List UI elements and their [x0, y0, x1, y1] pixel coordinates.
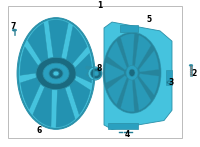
Ellipse shape — [88, 67, 102, 80]
Polygon shape — [139, 74, 159, 95]
Text: 4: 4 — [124, 130, 130, 139]
Ellipse shape — [49, 68, 63, 79]
Text: 2: 2 — [191, 69, 197, 78]
Polygon shape — [108, 41, 127, 70]
Ellipse shape — [126, 65, 138, 80]
Text: 3: 3 — [168, 78, 174, 87]
Bar — [120, 25, 138, 32]
Ellipse shape — [43, 63, 69, 84]
Polygon shape — [135, 35, 151, 68]
Text: 1: 1 — [97, 1, 103, 10]
Ellipse shape — [36, 57, 76, 90]
Bar — [8, 6, 182, 138]
Polygon shape — [108, 76, 127, 105]
Polygon shape — [121, 78, 134, 112]
Polygon shape — [73, 53, 92, 83]
Polygon shape — [28, 23, 48, 65]
Polygon shape — [104, 22, 172, 129]
Ellipse shape — [189, 65, 193, 66]
Text: 7: 7 — [10, 22, 16, 31]
Polygon shape — [33, 84, 52, 127]
Bar — [124, 132, 128, 133]
Polygon shape — [56, 85, 75, 127]
Polygon shape — [105, 63, 124, 83]
Bar — [129, 132, 133, 133]
Polygon shape — [49, 20, 68, 61]
Ellipse shape — [53, 71, 59, 76]
Polygon shape — [134, 77, 151, 110]
Ellipse shape — [90, 68, 102, 79]
Bar — [166, 70, 172, 85]
Polygon shape — [139, 50, 159, 72]
Text: 8: 8 — [96, 64, 102, 73]
Text: 6: 6 — [36, 126, 42, 135]
Ellipse shape — [129, 69, 135, 76]
Polygon shape — [121, 34, 134, 67]
Bar — [119, 132, 123, 133]
Text: 5: 5 — [146, 15, 152, 24]
Polygon shape — [66, 26, 87, 66]
Ellipse shape — [12, 29, 17, 31]
Polygon shape — [21, 77, 42, 109]
Ellipse shape — [94, 71, 98, 76]
Bar — [190, 65, 192, 76]
Ellipse shape — [167, 81, 171, 84]
Bar — [108, 123, 138, 129]
Ellipse shape — [103, 32, 161, 113]
Bar — [14, 30, 15, 35]
Polygon shape — [20, 47, 40, 75]
Polygon shape — [69, 79, 90, 115]
Ellipse shape — [168, 82, 170, 83]
Ellipse shape — [17, 18, 95, 129]
